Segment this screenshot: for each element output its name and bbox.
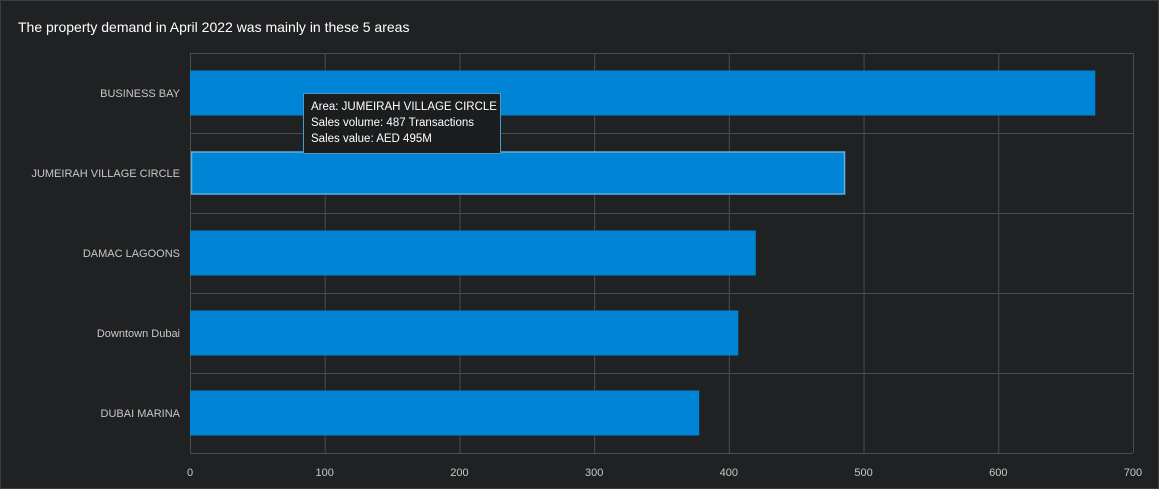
x-tick-label: 500 bbox=[854, 467, 872, 479]
grid-lines bbox=[190, 53, 1134, 454]
x-tick-label: 400 bbox=[720, 467, 738, 479]
category-label: JUMEIRAH VILLAGE CIRCLE bbox=[31, 168, 180, 180]
chart-title: The property demand in April 2022 was ma… bbox=[18, 19, 410, 35]
x-tick-label: 0 bbox=[187, 467, 193, 479]
bar bbox=[190, 151, 846, 195]
tooltip-volume: Sales volume: 487 Transactions bbox=[311, 117, 475, 129]
category-label: Downtown Dubai bbox=[97, 328, 180, 340]
category-labels: BUSINESS BAY JUMEIRAH VILLAGE CIRCLE DAMAC… bbox=[31, 88, 180, 420]
chart-tooltip: Area: JUMEIRAH VILLAGE CIRCLE Sales volu… bbox=[303, 93, 501, 154]
category-label: DUBAI MARINA bbox=[101, 408, 181, 420]
x-tick-labels: 0 100 200 300 400 500 600 700 bbox=[187, 467, 1142, 479]
x-tick-label: 600 bbox=[989, 467, 1007, 479]
category-label: BUSINESS BAY bbox=[100, 88, 181, 100]
bar bbox=[190, 230, 756, 276]
bar bbox=[190, 310, 739, 356]
bars bbox=[190, 70, 1096, 436]
category-label: DAMAC LAGOONS bbox=[83, 248, 180, 260]
x-tick-label: 100 bbox=[316, 467, 334, 479]
bar bbox=[190, 390, 700, 436]
x-tick-label: 200 bbox=[450, 467, 468, 479]
x-tick-label: 300 bbox=[585, 467, 603, 479]
tooltip-area: Area: JUMEIRAH VILLAGE CIRCLE bbox=[311, 101, 497, 113]
tooltip-value: Sales value: AED 495M bbox=[311, 133, 432, 145]
x-tick-label: 700 bbox=[1124, 467, 1142, 479]
